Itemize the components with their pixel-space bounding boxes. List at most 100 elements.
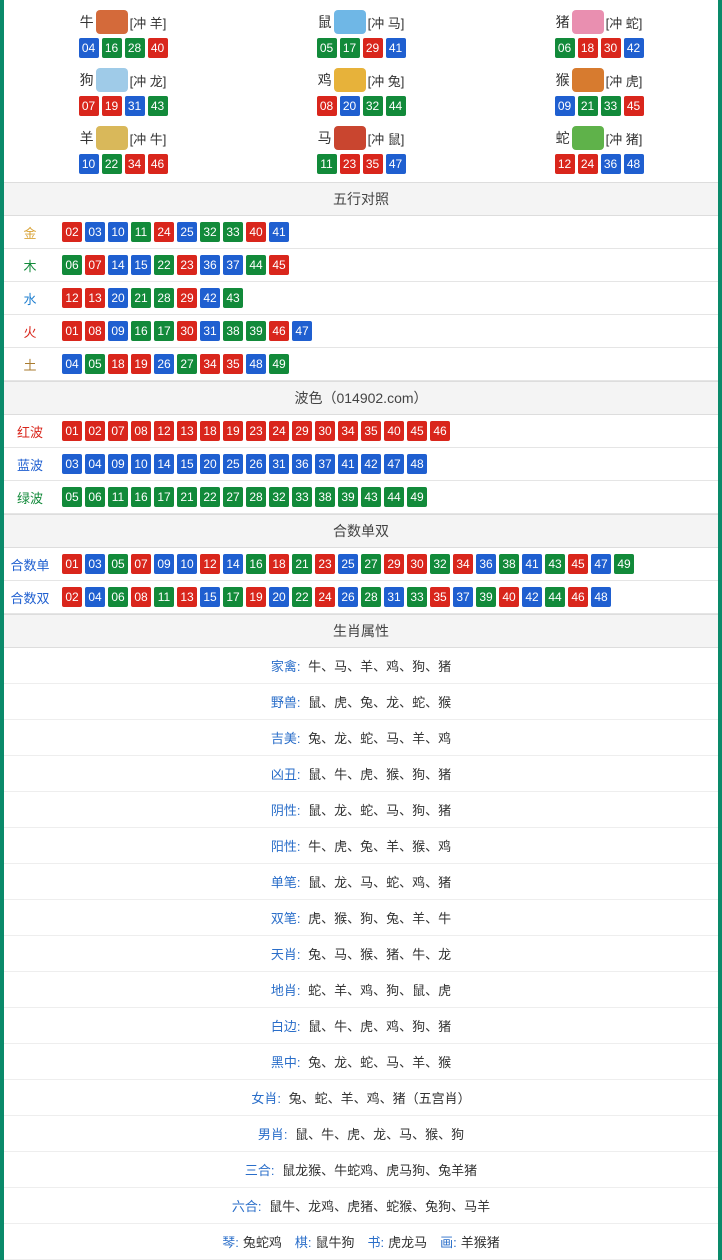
number-ball: 07 [131, 554, 151, 574]
number-ball: 27 [223, 487, 243, 507]
attr-value: 鼠、牛、虎、鸡、狗、猪 [305, 1019, 452, 1034]
number-ball: 16 [246, 554, 266, 574]
number-ball: 18 [269, 554, 289, 574]
attr-key: 黑中: [271, 1055, 301, 1070]
attr-key: 天肖: [271, 947, 301, 962]
number-ball: 06 [108, 587, 128, 607]
zodiac-animal-icon [334, 126, 366, 150]
zodiac-numbers: 07193143 [4, 96, 242, 116]
attr-footer-value: 鼠牛狗 [315, 1235, 367, 1250]
zodiac-header: 羊[冲 牛] [4, 124, 242, 152]
number-ball: 21 [292, 554, 312, 574]
number-ball: 16 [131, 487, 151, 507]
zodiac-clash: [冲 羊] [130, 13, 167, 32]
attr-row: 白边: 鼠、牛、虎、鸡、狗、猪 [4, 1008, 718, 1044]
number-ball: 06 [62, 255, 82, 275]
zodiac-clash: [冲 鼠] [368, 129, 405, 148]
attr-row: 女肖: 兔、蛇、羊、鸡、猪（五宫肖） [4, 1080, 718, 1116]
number-ball: 42 [361, 454, 381, 474]
number-ball: 17 [223, 587, 243, 607]
number-ball: 41 [269, 222, 289, 242]
attr-key: 凶丑: [271, 767, 301, 782]
zodiac-name: 鸡 [318, 70, 332, 90]
number-ball: 18 [200, 421, 220, 441]
number-ball: 40 [246, 222, 266, 242]
number-ball: 35 [223, 354, 243, 374]
number-ball: 05 [85, 354, 105, 374]
number-ball: 26 [154, 354, 174, 374]
number-ball: 26 [246, 454, 266, 474]
table-row: 土04051819262734354849 [4, 348, 718, 381]
zodiac-clash: [冲 虎] [606, 71, 643, 90]
number-ball: 24 [315, 587, 335, 607]
zodiac-animal-icon [334, 10, 366, 34]
number-ball: 08 [85, 321, 105, 341]
row-label: 水 [4, 282, 56, 315]
number-ball: 14 [154, 454, 174, 474]
attr-value: 虎、猴、狗、兔、羊、牛 [305, 911, 452, 926]
number-ball: 08 [317, 96, 337, 116]
zodiac-animal-icon [96, 10, 128, 34]
row-numbers: 0103050709101214161821232527293032343638… [56, 548, 718, 581]
number-ball: 15 [200, 587, 220, 607]
attr-value: 牛、马、羊、鸡、狗、猪 [305, 659, 452, 674]
zodiac-cell: 鼠[冲 马]05172941 [242, 4, 480, 62]
number-ball: 05 [317, 38, 337, 58]
attr-value: 鼠牛、龙鸡、虎猪、蛇猴、兔狗、马羊 [266, 1199, 491, 1214]
number-ball: 24 [578, 154, 598, 174]
number-ball: 19 [246, 587, 266, 607]
attr-footer-key: 画: [440, 1235, 457, 1250]
row-label: 土 [4, 348, 56, 381]
number-ball: 11 [154, 587, 174, 607]
zodiac-numbers: 06183042 [480, 38, 718, 58]
number-ball: 20 [108, 288, 128, 308]
attr-row: 野兽: 鼠、虎、兔、龙、蛇、猴 [4, 684, 718, 720]
zodiac-clash: [冲 蛇] [606, 13, 643, 32]
number-ball: 29 [363, 38, 383, 58]
attr-key: 女肖: [251, 1091, 281, 1106]
attr-key: 家禽: [271, 659, 301, 674]
wuxing-table: 金02031011242532334041木060714152223363744… [4, 216, 718, 381]
number-ball: 15 [177, 454, 197, 474]
number-ball: 49 [407, 487, 427, 507]
zodiac-header: 猴[冲 虎] [480, 66, 718, 94]
zodiac-cell: 鸡[冲 兔]08203244 [242, 62, 480, 120]
row-numbers: 03040910141520252631363741424748 [56, 448, 718, 481]
number-ball: 44 [384, 487, 404, 507]
number-ball: 22 [102, 154, 122, 174]
number-ball: 35 [363, 154, 383, 174]
number-ball: 39 [246, 321, 266, 341]
number-ball: 01 [62, 554, 82, 574]
section-heshu-title: 合数单双 [4, 514, 718, 548]
number-ball: 30 [407, 554, 427, 574]
number-ball: 46 [568, 587, 588, 607]
number-ball: 04 [79, 38, 99, 58]
zodiac-clash: [冲 猪] [606, 129, 643, 148]
zodiac-name: 蛇 [556, 128, 570, 148]
attr-key: 地肖: [271, 983, 301, 998]
number-ball: 38 [499, 554, 519, 574]
row-numbers: 02031011242532334041 [56, 216, 718, 249]
number-ball: 29 [292, 421, 312, 441]
table-row: 蓝波03040910141520252631363741424748 [4, 448, 718, 481]
number-ball: 40 [148, 38, 168, 58]
number-ball: 41 [338, 454, 358, 474]
section-bose-title: 波色（014902.com） [4, 381, 718, 415]
number-ball: 11 [131, 222, 151, 242]
attr-row: 单笔: 鼠、龙、马、蛇、鸡、猪 [4, 864, 718, 900]
number-ball: 02 [62, 222, 82, 242]
number-ball: 13 [177, 587, 197, 607]
row-numbers: 0108091617303138394647 [56, 315, 718, 348]
number-ball: 10 [131, 454, 151, 474]
number-ball: 03 [85, 222, 105, 242]
number-ball: 21 [177, 487, 197, 507]
number-ball: 01 [62, 321, 82, 341]
number-ball: 12 [154, 421, 174, 441]
attr-key: 三合: [245, 1163, 275, 1178]
number-ball: 35 [361, 421, 381, 441]
number-ball: 10 [108, 222, 128, 242]
number-ball: 33 [407, 587, 427, 607]
number-ball: 13 [177, 421, 197, 441]
attr-key: 白边: [271, 1019, 301, 1034]
number-ball: 41 [522, 554, 542, 574]
